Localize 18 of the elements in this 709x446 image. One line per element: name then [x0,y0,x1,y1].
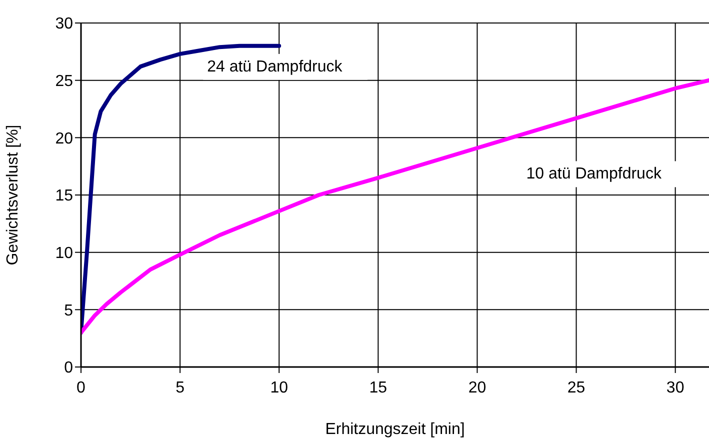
y-axis-title: Gewichtsverlust [%] [4,124,22,266]
x-tick-label: 25 [567,379,586,396]
x-tick-label: 5 [176,379,185,396]
x-axis-title: Erhitzungszeit [min] [325,421,465,438]
series-label: 10 atü Dampfdruck [526,166,662,183]
x-tick-label: 15 [369,379,388,396]
y-tick-label: 5 [64,302,74,320]
series-label: 24 atü Dampfdruck [207,58,344,76]
y-tick-label: 0 [64,360,74,377]
y-tick-label: 10 [55,245,74,262]
x-tick-label: 10 [270,379,288,396]
y-tick-label: 15 [55,188,74,205]
y-tick-label: 30 [55,16,74,33]
x-tick-label: 0 [76,379,86,396]
x-tick-label: 20 [468,379,486,396]
y-tick-label: 25 [55,73,74,90]
x-tick-label: 30 [666,379,684,396]
y-tick-label: 20 [55,130,74,148]
